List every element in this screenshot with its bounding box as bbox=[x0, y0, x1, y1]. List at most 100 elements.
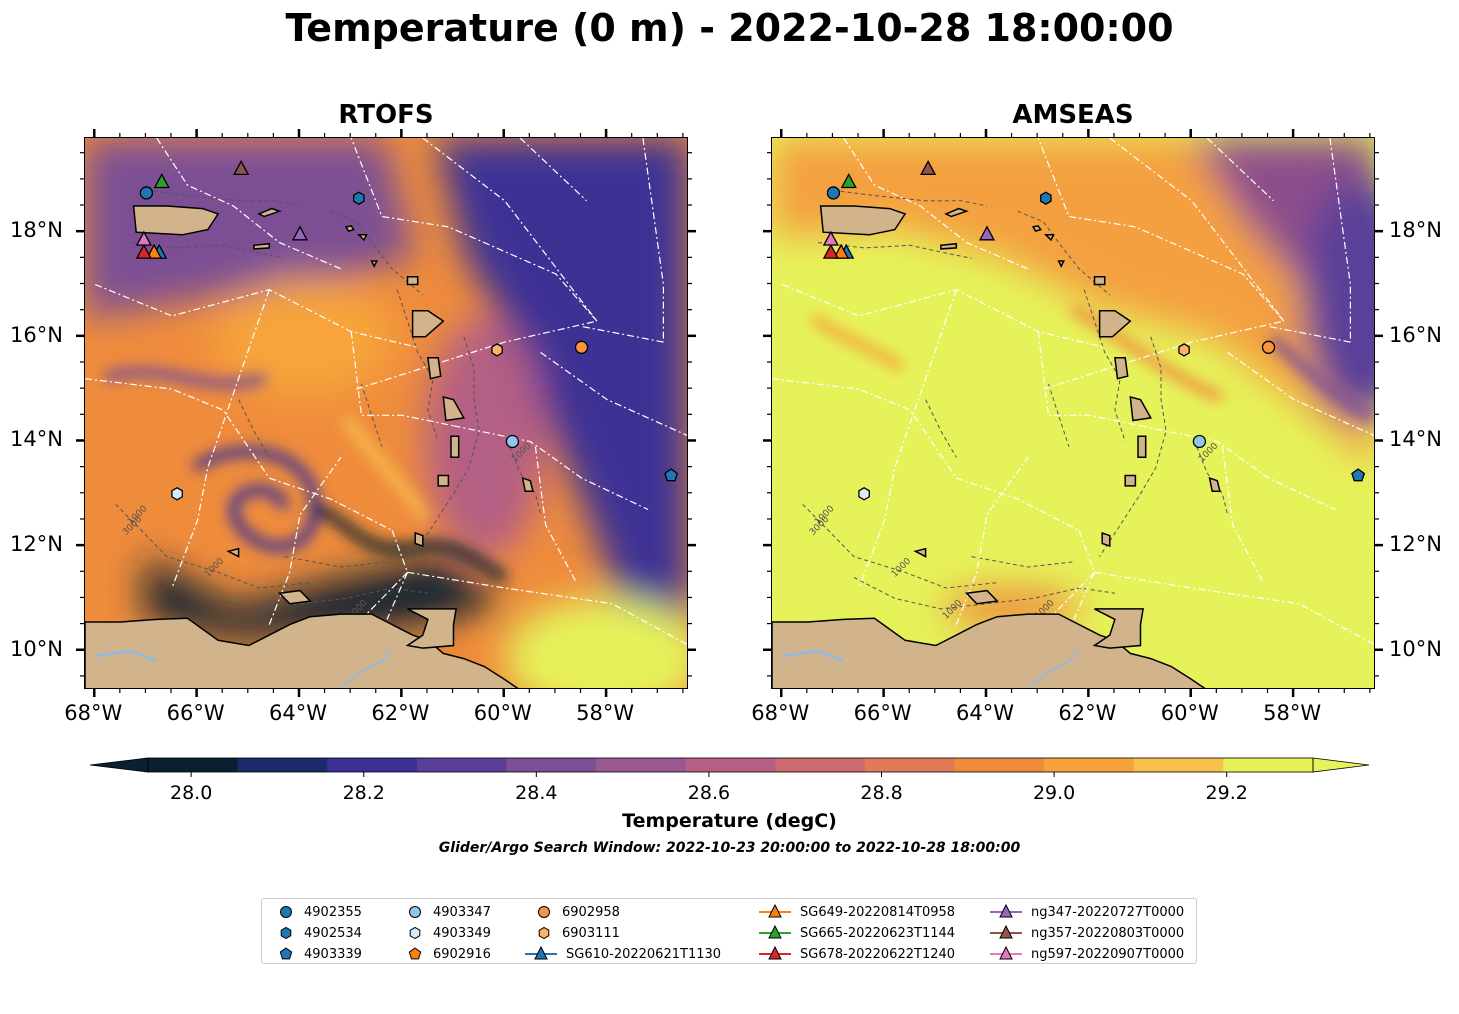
marker-ng357[interactable] bbox=[920, 160, 937, 176]
legend-label: ng347-20220727T0000 bbox=[1031, 904, 1185, 920]
island-2 bbox=[344, 225, 355, 232]
boundary-line-2 bbox=[858, 289, 957, 589]
tick-marks bbox=[763, 129, 1383, 697]
depth-contour-0 bbox=[146, 189, 301, 207]
marker-4903349[interactable] bbox=[858, 487, 870, 501]
marker-4903349[interactable] bbox=[171, 487, 183, 501]
island-11 bbox=[1208, 476, 1221, 492]
legend-marker-icon bbox=[409, 906, 421, 918]
marker-4902534[interactable] bbox=[353, 191, 365, 205]
temperature-shading bbox=[85, 138, 687, 688]
legend-item: ng347-20220727T0000 bbox=[989, 904, 1184, 920]
boundary-line-0 bbox=[772, 378, 1080, 531]
colorbar-tick-label: 28.0 bbox=[169, 782, 213, 804]
legend-label: ng597-20220907T0000 bbox=[1031, 946, 1185, 962]
marker-4903339[interactable] bbox=[664, 468, 679, 482]
boundary-line-7 bbox=[1135, 226, 1285, 322]
island-4 bbox=[1057, 260, 1066, 268]
orinoco-delta bbox=[340, 650, 393, 688]
legend-marker-icon bbox=[279, 947, 293, 960]
island-4 bbox=[370, 260, 379, 268]
island-9 bbox=[1137, 435, 1147, 458]
island-8 bbox=[1129, 396, 1152, 422]
marker-4903347[interactable] bbox=[1192, 434, 1207, 449]
legend-marker-icon bbox=[759, 946, 791, 960]
observation-markers bbox=[822, 160, 1366, 501]
colorbar-segment bbox=[148, 758, 239, 772]
lat-tick-label: 18°N bbox=[1389, 218, 1442, 243]
marker-SG678[interactable] bbox=[822, 243, 839, 259]
marker-4902534[interactable] bbox=[1040, 191, 1052, 205]
marker-ng357[interactable] bbox=[233, 160, 250, 176]
legend-item: 6902958 bbox=[534, 904, 620, 920]
depth-contour-1 bbox=[131, 242, 285, 259]
boundary-line-3 bbox=[350, 331, 454, 427]
legend-item: 4903339 bbox=[276, 946, 362, 962]
legend-label: ng357-20220803T0000 bbox=[1031, 925, 1185, 941]
trinidad bbox=[405, 608, 457, 649]
maritime-boundaries bbox=[772, 138, 1374, 646]
depth-contour-2 bbox=[330, 210, 424, 296]
island-1 bbox=[253, 242, 271, 250]
island-12 bbox=[1101, 531, 1111, 548]
lon-tick-label: 64°W bbox=[955, 701, 1014, 725]
lon-tick-label: 62°W bbox=[1058, 701, 1117, 725]
lon-tick-label: 66°W bbox=[853, 701, 912, 725]
marker-6902958[interactable] bbox=[574, 340, 589, 354]
lon-tick-label: 68°W bbox=[64, 701, 123, 725]
legend-marker-icon bbox=[990, 925, 1022, 939]
south-america bbox=[772, 613, 1206, 688]
marker-SG649[interactable] bbox=[146, 243, 163, 259]
colorbar-segment bbox=[1133, 758, 1224, 772]
marker-4903347[interactable] bbox=[505, 434, 520, 449]
legend-label: SG665-20220623T1144 bbox=[800, 925, 956, 941]
boundary-line-4 bbox=[453, 425, 649, 511]
marker-ng347[interactable] bbox=[978, 225, 996, 241]
maritime-boundaries bbox=[85, 138, 687, 646]
marker-4902355[interactable] bbox=[826, 186, 841, 200]
marker-SG665[interactable] bbox=[153, 173, 170, 189]
figure-title: Temperature (0 m) - 2022-10-28 18:00:00 bbox=[285, 6, 1174, 50]
legend-item: SG610-20220621T1130 bbox=[524, 946, 721, 962]
marker-ng597[interactable] bbox=[135, 230, 152, 246]
legend-marker-icon bbox=[538, 926, 550, 940]
boundary-line-10 bbox=[955, 456, 1029, 625]
marker-4902355[interactable] bbox=[139, 186, 154, 200]
island-14 bbox=[913, 547, 927, 558]
legend-marker-icon bbox=[538, 906, 550, 918]
marker-6903111[interactable] bbox=[1178, 343, 1190, 357]
depth-contour-4 bbox=[1099, 336, 1167, 557]
boundary-line-6 bbox=[1043, 320, 1285, 390]
marker-SG665[interactable] bbox=[840, 173, 857, 189]
south-america bbox=[85, 613, 519, 688]
boundary-line-17 bbox=[1206, 138, 1275, 202]
search-window-subtitle: Glider/Argo Search Window: 2022-10-23 20… bbox=[438, 840, 1021, 856]
marker-ng347[interactable] bbox=[291, 225, 309, 241]
island-15 bbox=[277, 589, 312, 605]
legend-item: SG649-20220814T0958 bbox=[758, 904, 955, 920]
boundary-line-13 bbox=[534, 446, 577, 583]
boundary-line-5 bbox=[1227, 352, 1374, 436]
marker-SG649[interactable] bbox=[833, 243, 850, 259]
marker-SG678[interactable] bbox=[135, 243, 152, 259]
boundary-line-15 bbox=[642, 138, 665, 343]
legend-marker-icon bbox=[759, 925, 791, 939]
lon-tick-label: 64°W bbox=[268, 701, 327, 725]
marker-ng597[interactable] bbox=[822, 230, 839, 246]
island-15 bbox=[964, 589, 999, 605]
marker-6903111[interactable] bbox=[491, 343, 503, 357]
amseas-map: 1000 1000 1000 3000 1000 1000 bbox=[771, 137, 1375, 689]
lon-tick-label: 68°W bbox=[751, 701, 810, 725]
boundary-line-8 bbox=[350, 138, 449, 228]
legend-label: SG649-20220814T0958 bbox=[800, 904, 956, 920]
legend-label: 4903349 bbox=[433, 925, 491, 941]
trinidad bbox=[1092, 608, 1144, 649]
island-5 bbox=[1093, 275, 1106, 286]
island-0 bbox=[257, 207, 282, 218]
marker-4903339[interactable] bbox=[1351, 468, 1366, 482]
island-3 bbox=[1043, 234, 1055, 242]
marker-6902958[interactable] bbox=[1261, 340, 1276, 354]
boundary-line-11 bbox=[1073, 530, 1096, 620]
colorbar-segment bbox=[954, 758, 1045, 772]
